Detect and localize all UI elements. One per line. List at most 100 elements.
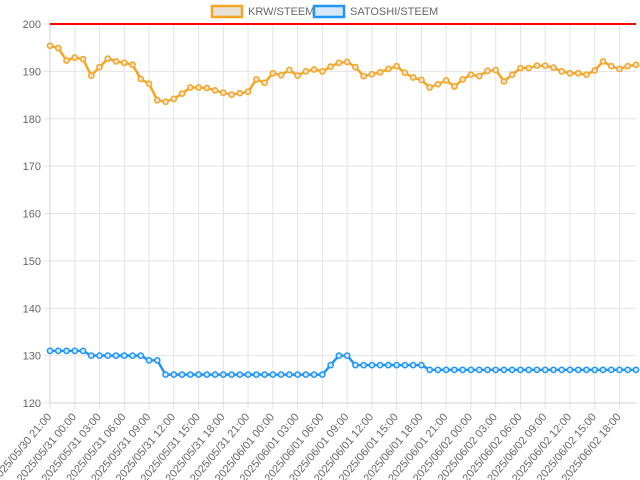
data-point	[401, 361, 409, 369]
data-point	[145, 357, 153, 364]
data-point	[137, 75, 145, 83]
data-point	[236, 371, 244, 378]
y-tick-label: 180	[23, 114, 41, 126]
data-point	[508, 71, 516, 79]
data-point	[112, 58, 120, 65]
legend-swatch	[210, 4, 244, 19]
series-krw-steem	[46, 42, 640, 106]
data-point	[153, 96, 161, 104]
data-point	[112, 352, 120, 359]
data-point	[500, 366, 508, 374]
data-point	[104, 55, 112, 62]
data-point	[426, 366, 434, 374]
legend-swatch	[312, 4, 346, 19]
data-point	[599, 58, 607, 65]
data-point	[170, 371, 178, 378]
data-point	[153, 357, 161, 364]
data-point	[426, 84, 434, 91]
legend[interactable]: KRW/STEEM SATOSHI/STEEM	[210, 4, 438, 19]
data-point	[129, 352, 136, 359]
y-tick-label: 190	[23, 66, 41, 78]
data-point	[269, 371, 277, 378]
data-point	[591, 366, 599, 374]
data-point	[607, 366, 615, 374]
data-point	[319, 68, 326, 75]
data-point	[599, 366, 607, 374]
data-point	[475, 72, 483, 80]
data-point	[492, 66, 500, 74]
data-point	[368, 361, 376, 369]
data-point	[195, 371, 202, 378]
data-point	[583, 366, 590, 374]
data-point	[517, 64, 524, 72]
data-point	[467, 71, 475, 79]
data-point	[409, 361, 417, 369]
data-point	[219, 371, 227, 378]
data-point	[574, 69, 582, 77]
data-point	[385, 361, 392, 369]
data-point	[54, 347, 62, 355]
y-tick-label: 150	[23, 256, 41, 268]
data-point	[500, 77, 508, 85]
data-point	[409, 74, 417, 81]
data-point	[508, 366, 516, 374]
legend-label: SATOSHI/STEEM	[350, 6, 438, 18]
series-satoshi-steem	[46, 347, 640, 378]
data-point	[129, 61, 136, 69]
data-point	[203, 371, 211, 378]
data-point	[541, 366, 549, 374]
data-point	[211, 86, 219, 94]
data-point	[550, 366, 557, 374]
data-point	[393, 62, 400, 70]
data-point	[327, 63, 334, 70]
data-point	[343, 352, 351, 359]
data-point	[368, 70, 376, 78]
data-point	[252, 76, 260, 83]
data-point	[558, 366, 566, 374]
data-point	[541, 62, 549, 70]
y-tick-label: 170	[23, 161, 41, 173]
data-point	[79, 55, 87, 63]
data-point	[376, 68, 384, 76]
y-tick-label: 120	[23, 398, 41, 410]
data-point	[120, 59, 128, 67]
legend-item[interactable]: KRW/STEEM	[210, 4, 314, 19]
data-point	[286, 371, 293, 378]
data-point	[294, 371, 301, 378]
data-point	[533, 62, 541, 70]
data-point	[442, 77, 450, 84]
data-point	[63, 57, 70, 64]
data-point	[54, 44, 62, 52]
data-point	[475, 366, 483, 374]
data-point	[244, 371, 252, 378]
data-point	[302, 371, 310, 378]
y-axis: 120 130 140 150 160 170 180 190 200	[23, 19, 41, 410]
data-point	[607, 62, 615, 70]
data-point	[343, 58, 351, 66]
legend-item[interactable]: SATOSHI/STEEM	[312, 4, 438, 19]
data-point	[186, 371, 194, 378]
data-point	[352, 361, 359, 369]
data-point	[79, 347, 87, 355]
series-group	[46, 42, 640, 378]
data-point	[236, 89, 244, 97]
data-point	[418, 361, 425, 369]
data-point	[624, 366, 632, 374]
y-tick-label: 200	[23, 19, 41, 31]
data-point	[186, 84, 194, 91]
data-point	[566, 69, 574, 77]
data-point	[451, 366, 458, 374]
y-tick-label: 130	[23, 351, 41, 363]
data-point	[46, 42, 54, 50]
data-point	[228, 91, 235, 98]
data-point	[71, 54, 79, 61]
data-point	[376, 361, 384, 369]
data-point	[401, 69, 409, 77]
data-point	[459, 366, 467, 374]
data-point	[310, 371, 318, 378]
data-point	[162, 98, 169, 106]
data-point	[574, 366, 582, 374]
